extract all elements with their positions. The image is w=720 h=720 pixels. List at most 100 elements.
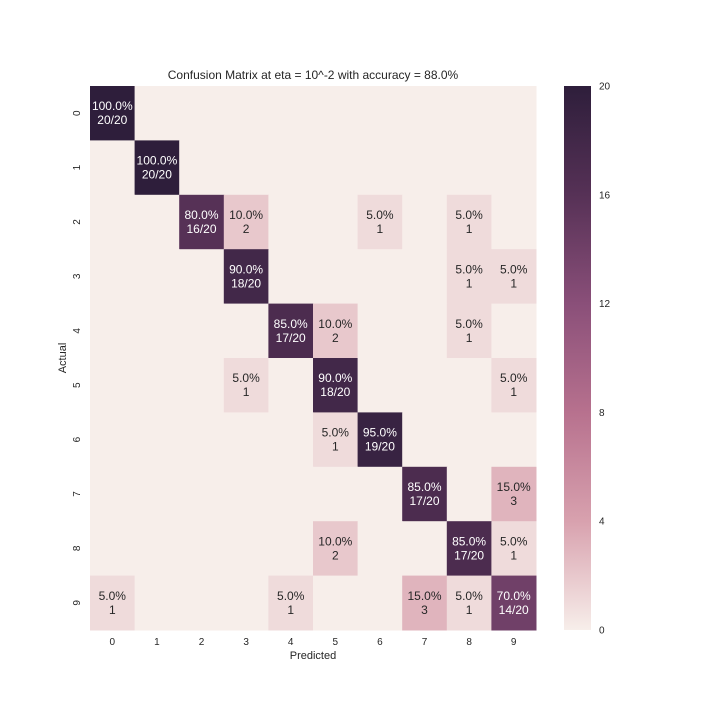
heatmap-cell bbox=[446, 140, 492, 196]
cell-percent-label: 5.0% bbox=[455, 589, 483, 603]
heatmap-cell bbox=[179, 194, 225, 250]
heatmap-cell bbox=[223, 412, 269, 468]
cell-count-label: 14/20 bbox=[499, 603, 529, 617]
heatmap-cell bbox=[268, 249, 314, 305]
heatmap-cell bbox=[491, 140, 537, 196]
colorbar-tick-label: 20 bbox=[599, 82, 611, 93]
heatmap-cell bbox=[268, 575, 314, 631]
heatmap-cell bbox=[357, 466, 403, 522]
heatmap-cell bbox=[223, 303, 269, 359]
chart-title: Confusion Matrix at eta = 10^-2 with acc… bbox=[168, 68, 459, 82]
heatmap-cell bbox=[268, 358, 314, 413]
cell-count-label: 3 bbox=[421, 603, 428, 617]
y-tick-label: 6 bbox=[72, 436, 83, 442]
heatmap-cell bbox=[491, 358, 537, 413]
cell-percent-label: 5.0% bbox=[500, 371, 528, 385]
y-tick-label: 5 bbox=[72, 382, 83, 388]
heatmap-cell bbox=[402, 303, 448, 359]
heatmap-cell bbox=[446, 466, 492, 522]
cell-count-label: 18/20 bbox=[320, 385, 350, 399]
cell-count-label: 1 bbox=[287, 603, 294, 617]
y-tick-label: 0 bbox=[72, 110, 83, 116]
heatmap-cell bbox=[491, 194, 537, 250]
heatmap-cell bbox=[223, 140, 269, 196]
heatmap-cell bbox=[446, 412, 492, 468]
heatmap-cell bbox=[357, 575, 403, 631]
heatmap-cell bbox=[313, 521, 359, 577]
heatmap-cell bbox=[134, 466, 180, 522]
cell-count-label: 20/20 bbox=[142, 168, 172, 182]
heatmap-cell bbox=[90, 358, 136, 413]
cell-annotations: 100.0%20/20100.0%20/2080.0%16/2010.0%25.… bbox=[92, 99, 531, 617]
heatmap-cell bbox=[134, 140, 180, 196]
y-tick-label: 8 bbox=[72, 545, 83, 551]
cell-percent-label: 5.0% bbox=[232, 371, 260, 385]
heatmap-cell bbox=[179, 86, 225, 141]
y-tick-label: 9 bbox=[72, 600, 83, 606]
heatmap-cell bbox=[357, 412, 403, 468]
cell-count-label: 1 bbox=[377, 222, 384, 236]
heatmap-cell bbox=[357, 521, 403, 577]
heatmap-cell bbox=[402, 358, 448, 413]
heatmap-cell bbox=[223, 86, 269, 141]
heatmap-cell bbox=[313, 466, 359, 522]
heatmap-cell bbox=[223, 358, 269, 413]
heatmap-cell bbox=[313, 140, 359, 196]
heatmap-cell bbox=[402, 249, 448, 305]
heatmap-cell bbox=[313, 412, 359, 468]
colorbar-tick-label: 16 bbox=[599, 190, 611, 201]
cell-count-label: 2 bbox=[332, 548, 339, 562]
heatmap-cell bbox=[491, 521, 537, 577]
cell-count-label: 16/20 bbox=[186, 222, 216, 236]
cell-count-label: 18/20 bbox=[231, 276, 261, 290]
heatmap-cell bbox=[491, 575, 537, 631]
heatmap-cell bbox=[223, 521, 269, 577]
heatmap-cell bbox=[179, 303, 225, 359]
y-tick-label: 3 bbox=[72, 273, 83, 279]
x-tick-labels: 0 1 2 3 4 5 6 7 8 9 bbox=[110, 637, 517, 648]
heatmap-cell bbox=[402, 140, 448, 196]
heatmap-cell bbox=[134, 412, 180, 468]
cell-percent-label: 70.0% bbox=[497, 589, 531, 603]
x-tick-label: 2 bbox=[199, 637, 205, 648]
heatmap-cell bbox=[357, 303, 403, 359]
cell-count-label: 17/20 bbox=[276, 331, 306, 345]
cell-percent-label: 95.0% bbox=[363, 426, 397, 440]
heatmap-cell bbox=[90, 140, 136, 196]
heatmap-cell bbox=[90, 466, 136, 522]
cell-percent-label: 5.0% bbox=[322, 426, 350, 440]
heatmap-cell bbox=[446, 521, 492, 577]
colorbar-tick-label: 8 bbox=[599, 408, 605, 419]
heatmap-cell bbox=[268, 466, 314, 522]
cell-count-label: 1 bbox=[510, 276, 517, 290]
colorbar-tick-label: 12 bbox=[599, 299, 611, 310]
heatmap-cell bbox=[90, 412, 136, 468]
heatmap-cell bbox=[357, 358, 403, 413]
cell-percent-label: 85.0% bbox=[407, 480, 441, 494]
heatmap-cells bbox=[90, 86, 537, 631]
heatmap-cell bbox=[446, 194, 492, 250]
cell-count-label: 17/20 bbox=[454, 548, 484, 562]
cell-count-label: 1 bbox=[466, 276, 473, 290]
cell-percent-label: 90.0% bbox=[229, 262, 263, 276]
heatmap-cell bbox=[134, 86, 180, 141]
heatmap-cell bbox=[179, 249, 225, 305]
cell-percent-label: 5.0% bbox=[500, 262, 528, 276]
cell-count-label: 1 bbox=[109, 603, 116, 617]
heatmap-cell bbox=[446, 249, 492, 305]
heatmap-cell bbox=[134, 249, 180, 305]
cell-count-label: 17/20 bbox=[409, 494, 439, 508]
heatmap-cell bbox=[313, 249, 359, 305]
y-tick-label: 4 bbox=[72, 328, 83, 334]
heatmap-cell bbox=[313, 575, 359, 631]
x-tick-label: 0 bbox=[110, 637, 116, 648]
cell-percent-label: 10.0% bbox=[229, 208, 263, 222]
heatmap-cell bbox=[268, 412, 314, 468]
heatmap-cell bbox=[402, 412, 448, 468]
heatmap-cell bbox=[179, 358, 225, 413]
x-tick-label: 9 bbox=[511, 637, 517, 648]
cell-percent-label: 5.0% bbox=[99, 589, 127, 603]
heatmap-cell bbox=[402, 521, 448, 577]
cell-count-label: 20/20 bbox=[97, 113, 127, 127]
